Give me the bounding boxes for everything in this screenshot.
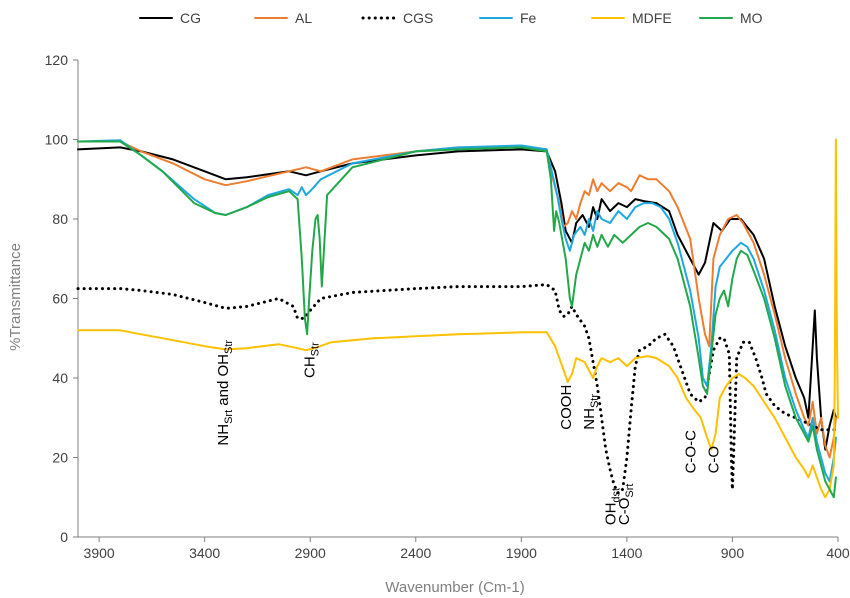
y-tick-label: 80 <box>52 211 68 227</box>
y-tick-label: 100 <box>45 132 69 148</box>
annotation-subscript2: Str <box>223 340 235 354</box>
series-line-cgs <box>76 283 838 495</box>
legend: CG AL CGS Fe MDFE MO <box>139 10 763 26</box>
y-tick-label: 20 <box>52 450 68 466</box>
series-layer <box>76 138 839 499</box>
annotation-base: C-O <box>616 498 633 526</box>
legend-label-fe: Fe <box>520 10 537 26</box>
legend-label-mdfe: MDFE <box>632 10 672 26</box>
annotation-base: NH <box>215 424 232 446</box>
series-line-fe <box>77 139 837 483</box>
annotation-base2: and OH <box>215 354 232 410</box>
series-line-mo <box>77 140 837 499</box>
peak-annotation: COOH <box>558 385 575 430</box>
y-tick-label: 0 <box>60 529 68 545</box>
series-line-al <box>77 140 837 459</box>
annotation-base: NH <box>581 408 598 430</box>
y-tick-label: 60 <box>52 291 68 307</box>
x-tick-label: 900 <box>721 545 745 561</box>
x-tick-label: 1900 <box>506 545 537 561</box>
series-line-cg <box>77 146 837 451</box>
y-tick-label: 40 <box>52 370 68 386</box>
legend-label-cg: CG <box>180 10 201 26</box>
peak-annotation: OHdst <box>602 488 622 525</box>
annotation-base: OH <box>602 503 619 526</box>
annotation-subscript: dst <box>610 488 622 503</box>
x-tick-label: 3400 <box>189 545 220 561</box>
annotation-subscript: Str <box>309 342 321 356</box>
x-tick-label: 2900 <box>295 545 326 561</box>
peak-annotation: NHSrt and OHStr <box>215 340 235 446</box>
x-tick-label: 400 <box>826 545 850 561</box>
series-line-mdfe <box>77 138 839 499</box>
x-axis: 3900 3400 2900 2400 1900 1400 900 400 <box>78 536 850 561</box>
legend-label-al: AL <box>295 10 312 26</box>
y-axis: 0 20 40 60 80 100 120 <box>45 52 79 545</box>
annotation-base: C-O <box>706 446 723 474</box>
peak-annotation: CHStr <box>301 342 321 378</box>
peak-annotation: C-OSrt <box>616 484 636 526</box>
annotation-base: COOH <box>558 385 575 430</box>
x-tick-label: 1400 <box>611 545 642 561</box>
legend-label-cgs: CGS <box>403 10 433 26</box>
peak-annotation: NHStr <box>581 394 601 430</box>
annotation-base: C-O-C <box>683 430 700 473</box>
annotation-subscript: Srt <box>624 484 636 498</box>
annotation-base: CH <box>301 356 318 378</box>
x-tick-label: 3900 <box>84 545 115 561</box>
y-axis-title: %Transmittance <box>7 243 24 351</box>
peak-annotation: C-O-C <box>683 430 700 473</box>
x-tick-label: 2400 <box>400 545 431 561</box>
annotation-subscript: Str <box>589 394 601 408</box>
legend-label-mo: MO <box>740 10 763 26</box>
annotation-subscript: Srt <box>223 410 235 424</box>
x-axis-title: Wavenumber (Cm-1) <box>385 579 524 596</box>
peak-annotation: C-O <box>706 446 723 474</box>
y-tick-label: 120 <box>45 52 69 68</box>
